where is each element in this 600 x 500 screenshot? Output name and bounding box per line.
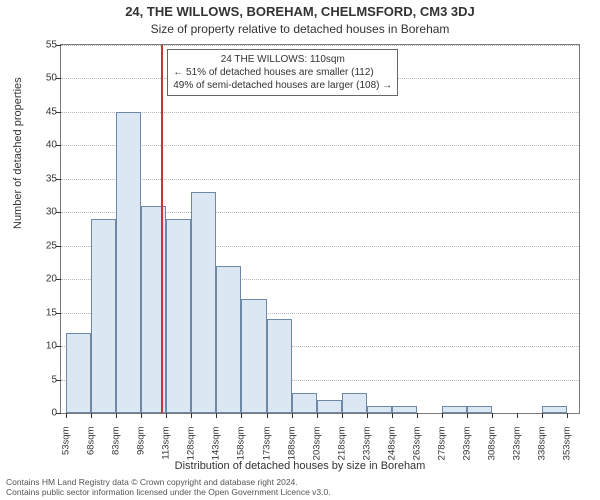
- x-tick-mark: [567, 413, 568, 418]
- y-tick-label: 0: [31, 408, 57, 419]
- histogram-bar: [191, 192, 216, 413]
- histogram-bar: [392, 406, 417, 413]
- y-tick-mark: [56, 45, 61, 46]
- footer: Contains HM Land Registry data © Crown c…: [6, 478, 331, 498]
- histogram-bar: [241, 299, 266, 413]
- y-tick-label: 50: [31, 73, 57, 84]
- plot-area: 051015202530354045505553sqm68sqm83sqm98s…: [60, 44, 580, 414]
- annotation-box: 24 THE WILLOWS: 110sqm← 51% of detached …: [167, 49, 398, 96]
- x-tick-mark: [292, 413, 293, 418]
- histogram-bar: [66, 333, 91, 413]
- x-tick-mark: [241, 413, 242, 418]
- y-tick-mark: [56, 78, 61, 79]
- y-tick-label: 30: [31, 207, 57, 218]
- x-tick-mark: [166, 413, 167, 418]
- histogram-bar: [216, 266, 241, 413]
- x-axis-label: Distribution of detached houses by size …: [0, 460, 600, 472]
- x-tick-mark: [267, 413, 268, 418]
- annotation-line: 49% of semi-detached houses are larger (…: [173, 79, 392, 92]
- title-line-2: Size of property relative to detached ho…: [0, 22, 600, 36]
- y-tick-label: 40: [31, 140, 57, 151]
- x-tick-mark: [66, 413, 67, 418]
- x-tick-mark: [216, 413, 217, 418]
- y-tick-mark: [56, 313, 61, 314]
- y-tick-label: 15: [31, 307, 57, 318]
- x-tick-mark: [417, 413, 418, 418]
- gridline: [61, 45, 579, 46]
- y-tick-label: 45: [31, 106, 57, 117]
- histogram-bar: [342, 393, 367, 413]
- y-tick-mark: [56, 179, 61, 180]
- x-tick-mark: [342, 413, 343, 418]
- x-tick-mark: [116, 413, 117, 418]
- x-tick-mark: [542, 413, 543, 418]
- x-tick-mark: [91, 413, 92, 418]
- histogram-bar: [367, 406, 392, 413]
- y-tick-mark: [56, 413, 61, 414]
- y-tick-mark: [56, 380, 61, 381]
- y-tick-mark: [56, 145, 61, 146]
- annotation-line: 24 THE WILLOWS: 110sqm: [173, 53, 392, 66]
- histogram-bar: [292, 393, 317, 413]
- y-tick-mark: [56, 212, 61, 213]
- x-tick-mark: [492, 413, 493, 418]
- title-line-1: 24, THE WILLOWS, BOREHAM, CHELMSFORD, CM…: [0, 4, 600, 19]
- footer-line-2: Contains public sector information licen…: [6, 488, 331, 498]
- histogram-bar: [91, 219, 116, 413]
- reference-line: [161, 45, 163, 413]
- y-tick-label: 35: [31, 173, 57, 184]
- histogram-bar: [317, 400, 342, 413]
- y-tick-mark: [56, 112, 61, 113]
- x-tick-mark: [141, 413, 142, 418]
- histogram-bar: [442, 406, 467, 413]
- y-axis-label: Number of detached properties: [12, 77, 24, 229]
- histogram-bar: [467, 406, 492, 413]
- annotation-line: ← 51% of detached houses are smaller (11…: [173, 66, 392, 79]
- x-tick-mark: [317, 413, 318, 418]
- histogram-bar: [116, 112, 141, 413]
- histogram-bar: [267, 319, 292, 413]
- x-tick-mark: [392, 413, 393, 418]
- y-tick-mark: [56, 246, 61, 247]
- y-tick-label: 20: [31, 274, 57, 285]
- histogram-bar: [166, 219, 191, 413]
- x-tick-mark: [442, 413, 443, 418]
- y-tick-mark: [56, 279, 61, 280]
- y-tick-label: 10: [31, 341, 57, 352]
- x-tick-mark: [191, 413, 192, 418]
- x-tick-mark: [467, 413, 468, 418]
- y-tick-label: 5: [31, 374, 57, 385]
- y-tick-label: 55: [31, 40, 57, 51]
- x-tick-mark: [367, 413, 368, 418]
- histogram-bar: [542, 406, 567, 413]
- chart-container: 24, THE WILLOWS, BOREHAM, CHELMSFORD, CM…: [0, 0, 600, 500]
- y-tick-mark: [56, 346, 61, 347]
- x-tick-mark: [517, 413, 518, 418]
- y-tick-label: 25: [31, 240, 57, 251]
